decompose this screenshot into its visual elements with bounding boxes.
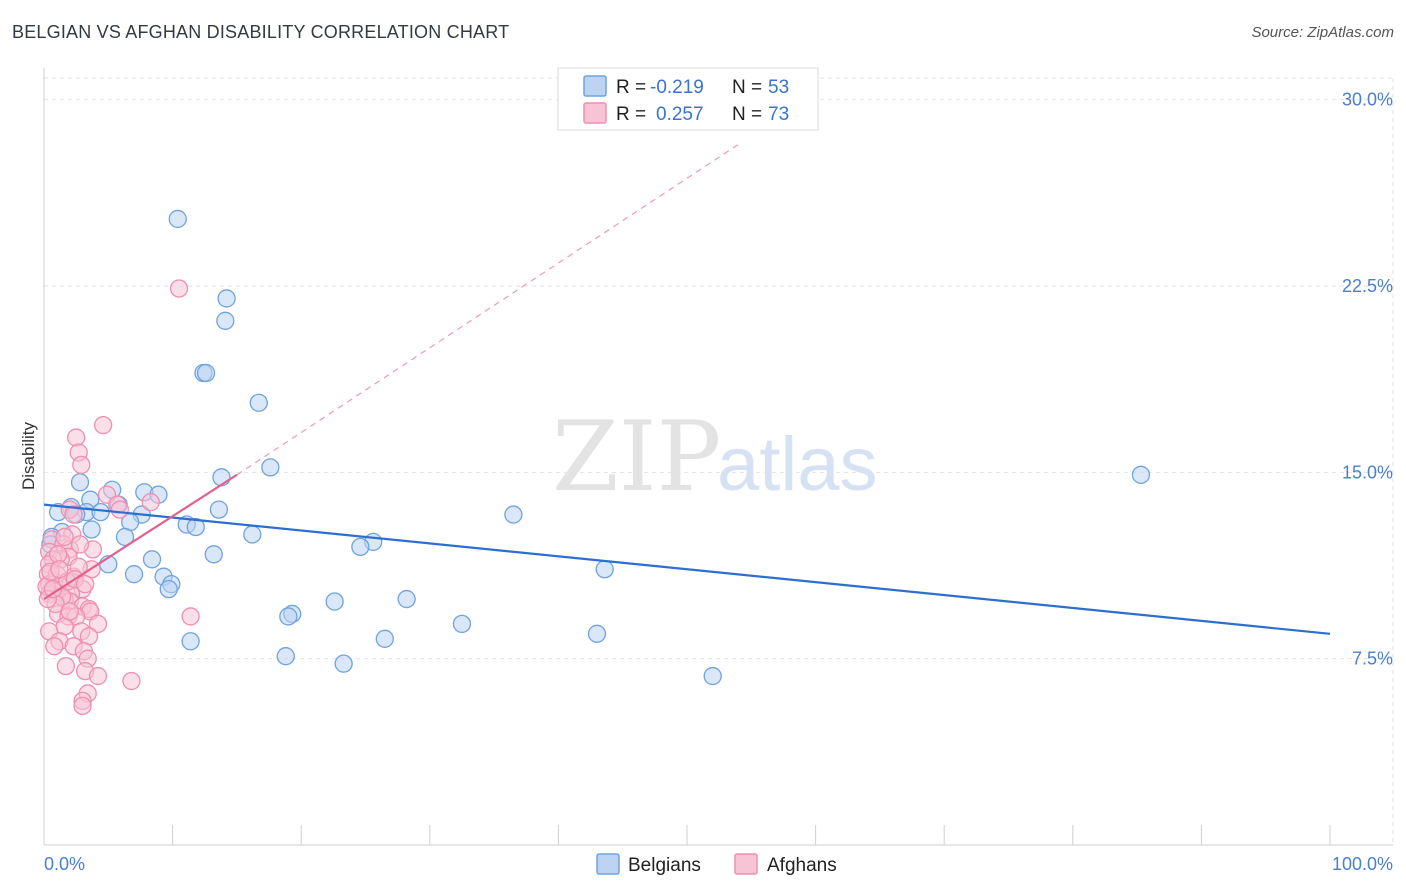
x-tick-label-min: 0.0% [44,854,85,874]
source-label: Source: ZipAtlas.com [1251,24,1394,41]
belgians-point-7 [212,468,231,487]
afghans-point-53 [122,671,141,691]
afghans-point-4 [72,455,91,475]
legend-belgians-n-label: N = [732,77,762,98]
legend-afghans-n-label: N = [732,104,762,125]
legend-afghans-swatch [583,102,607,124]
legend-belgians-r-label: R = [616,77,646,98]
trend-lines [43,143,1331,635]
belgians-point-26 [82,520,101,539]
legend-belgians-r-value: -0.219 [650,77,704,98]
belgians-point-18 [91,502,110,522]
data-points [37,209,1151,716]
watermark-zip: ZIP [552,401,721,513]
belgians-point-39 [159,579,178,599]
afghans-point-46 [45,637,64,656]
belgians-point-48 [276,647,295,666]
afghans-point-40 [88,614,108,634]
afghans-point-68 [55,527,74,547]
belgians-point-8 [1131,465,1151,484]
y-tick-label-1: 15.0% [1342,462,1393,482]
legend-top: R = -0.219 N = 53 R = 0.257 N = 73 [557,67,819,131]
afghans-point-52 [88,666,108,686]
afghans-point-10 [64,505,83,524]
afghans-trend-extension [236,143,739,476]
belgians-point-50 [703,666,722,686]
afghans-point-50 [56,656,76,676]
afghans-point-67 [70,535,90,554]
belgians-point-24 [186,517,205,537]
belgians-point-0 [168,209,187,229]
belgians-point-35 [595,560,614,579]
belgians-point-4 [196,363,216,383]
afghans-point-72 [50,560,69,579]
belgians-point-45 [587,624,607,643]
legend-belgians-n-value: 53 [768,77,789,98]
belgians-point-1 [217,289,236,308]
y-axis-title: Disability [19,421,38,490]
belgians-point-6 [261,458,280,477]
chart-title: BELGIAN VS AFGHAN DISABILITY CORRELATION… [12,22,510,42]
x-tick-label-max: 100.0% [1332,854,1393,874]
belgians-point-29 [115,527,135,547]
legend-afghans-r-value: 0.257 [656,104,704,125]
y-tick-label-3: 30.0% [1342,90,1393,110]
legend-afghans-n-value: 73 [768,104,789,125]
belgians-point-9 [70,473,90,492]
belgians-point-43 [279,607,298,626]
belgians-point-19 [209,500,229,519]
belgians-point-36 [124,565,144,584]
belgians-point-32 [204,545,223,564]
axes [43,68,1393,846]
y-tick-label-0: 7.5% [1352,649,1393,669]
afghans-point-6 [141,493,160,512]
afghans-point-56 [73,696,92,716]
afghans-point-8 [110,500,130,519]
y-tick-labels: 7.5% 15.0% 22.5% 30.0% [1342,90,1393,669]
afghans-trend-line [43,473,238,600]
belgians-point-31 [351,537,370,557]
afghans-point-71 [60,602,79,621]
afghans-point-1 [94,415,113,435]
belgians-point-40 [397,589,416,609]
legend-bottom-belgians-swatch [596,853,620,875]
belgians-point-49 [334,654,353,673]
legend-bottom-afghans-swatch [734,853,758,875]
belgians-point-2 [216,311,235,330]
afghans-point-69 [43,579,63,599]
afghans-point-2 [67,428,86,447]
belgians-point-47 [181,632,200,651]
belgians-point-41 [325,592,344,611]
watermark: ZIP atlas [552,401,878,513]
belgians-point-5 [249,393,268,412]
belgians-point-44 [452,614,472,634]
legend-belgians-swatch [583,75,607,97]
belgians-point-21 [504,505,523,524]
legend-afghans-r-label: R = [616,104,646,125]
belgians-trend-line [43,503,1331,635]
belgians-point-46 [375,629,394,648]
afghans-point-39 [181,607,200,626]
belgians-point-27 [243,525,262,544]
afghans-point-0 [169,279,189,298]
legend-bottom-afghans-label: Afghans [767,855,837,876]
legend-bottom-belgians-label: Belgians [628,855,701,876]
belgians-point-33 [142,550,162,569]
y-tick-label-2: 22.5% [1342,276,1393,296]
watermark-atlas: atlas [717,422,878,507]
afghans-point-70 [76,574,95,594]
legend-bottom: Belgians Afghans [596,853,837,876]
